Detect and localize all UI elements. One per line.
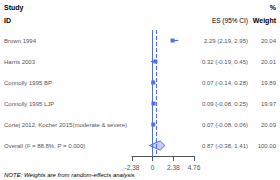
svg-text:20.01: 20.01 bbox=[261, 59, 277, 65]
svg-text:-2.38: -2.38 bbox=[125, 164, 140, 171]
svg-text:ES (95% CI): ES (95% CI) bbox=[212, 17, 248, 25]
svg-text:Weight: Weight bbox=[253, 17, 277, 25]
svg-text:Overall (I² = 88.8%, P = 0.000: Overall (I² = 88.8%, P = 0.000) bbox=[4, 143, 85, 149]
svg-text:Connolly 1995 LJP: Connolly 1995 LJP bbox=[4, 101, 54, 107]
svg-text:20.09: 20.09 bbox=[261, 122, 277, 128]
svg-text:0.07 (-0.14, 0.28): 0.07 (-0.14, 0.28) bbox=[202, 80, 248, 86]
svg-text:Brown 1994: Brown 1994 bbox=[4, 38, 37, 44]
svg-text:0.07 (-0.08, 0.06): 0.07 (-0.08, 0.06) bbox=[202, 122, 248, 128]
svg-text:100.00: 100.00 bbox=[258, 143, 277, 149]
svg-text:Study: Study bbox=[4, 4, 24, 12]
svg-text:0.32 (-0.19, 0.45): 0.32 (-0.19, 0.45) bbox=[202, 59, 248, 65]
svg-text:19.97: 19.97 bbox=[261, 101, 277, 107]
svg-text:%: % bbox=[270, 4, 277, 11]
svg-text:Connolly 1995 BP: Connolly 1995 BP bbox=[4, 80, 52, 86]
svg-text:Cortej 2012; Kocher 2015(moder: Cortej 2012; Kocher 2015(moderate & seve… bbox=[4, 122, 127, 128]
svg-text:2.29 (2.19, 2.95): 2.29 (2.19, 2.95) bbox=[204, 38, 248, 44]
svg-text:0.09 (-0.08, 0.25): 0.09 (-0.08, 0.25) bbox=[202, 101, 248, 107]
svg-text:19.89: 19.89 bbox=[261, 80, 277, 86]
svg-text:2.38: 2.38 bbox=[167, 164, 180, 171]
svg-text:ID: ID bbox=[4, 17, 11, 24]
svg-text:0: 0 bbox=[151, 164, 155, 171]
svg-text:4.76: 4.76 bbox=[188, 164, 201, 171]
svg-text:20.04: 20.04 bbox=[261, 38, 277, 44]
svg-text:Harris 2003: Harris 2003 bbox=[4, 59, 36, 65]
svg-text:0.87 (-0.38, 1.41): 0.87 (-0.38, 1.41) bbox=[202, 143, 248, 149]
svg-text:NOTE: Weights are from random-: NOTE: Weights are from random-effects an… bbox=[4, 172, 135, 178]
